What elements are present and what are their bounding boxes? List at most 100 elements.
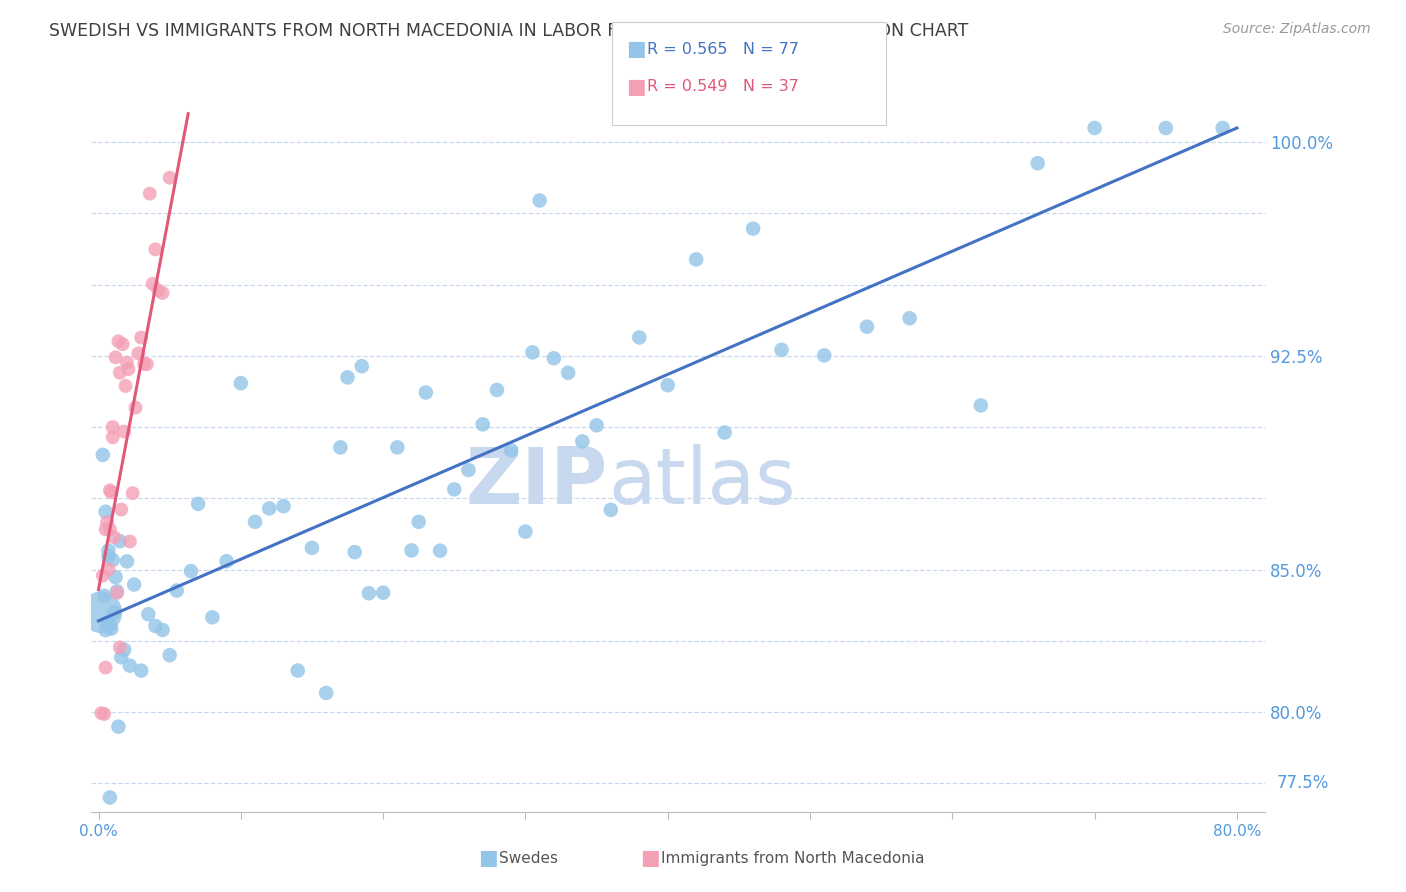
Point <box>628 330 651 344</box>
Point <box>118 658 141 673</box>
Text: Immigrants from North Macedonia: Immigrants from North Macedonia <box>661 851 924 865</box>
Point <box>215 554 238 568</box>
Point <box>148 283 170 297</box>
Point <box>97 543 120 558</box>
Point <box>152 623 174 637</box>
Point <box>91 568 114 582</box>
Text: SWEDISH VS IMMIGRANTS FROM NORTH MACEDONIA IN LABOR FORCE | AGE 30-34 CORRELATIO: SWEDISH VS IMMIGRANTS FROM NORTH MACEDON… <box>49 22 969 40</box>
Point <box>93 706 115 721</box>
Point <box>136 607 159 622</box>
Point <box>108 534 131 549</box>
Point <box>97 562 120 576</box>
Point <box>471 417 494 432</box>
Point <box>101 430 124 444</box>
Point <box>97 549 120 564</box>
Point <box>485 383 508 397</box>
Point <box>98 522 121 536</box>
Point <box>685 252 707 267</box>
Point <box>94 660 117 674</box>
Point <box>287 664 309 678</box>
Point <box>138 186 160 201</box>
Point <box>243 515 266 529</box>
Point <box>122 577 145 591</box>
Point <box>159 648 181 662</box>
Point <box>187 497 209 511</box>
Point <box>713 425 735 440</box>
Point <box>104 570 127 584</box>
Point <box>813 348 835 362</box>
Text: Source: ZipAtlas.com: Source: ZipAtlas.com <box>1223 22 1371 37</box>
Point <box>329 441 352 455</box>
Point <box>387 441 409 455</box>
Point <box>315 686 337 700</box>
Point <box>98 790 121 805</box>
Point <box>115 554 138 568</box>
Point <box>129 330 152 344</box>
Point <box>557 366 579 380</box>
Point <box>515 524 537 539</box>
Point <box>94 505 117 519</box>
Point <box>110 650 132 665</box>
Point <box>124 401 146 415</box>
Point <box>301 541 323 555</box>
Point <box>105 586 128 600</box>
Point <box>129 664 152 678</box>
Point <box>117 362 139 376</box>
Point <box>501 443 523 458</box>
Point <box>93 589 115 603</box>
Text: R = 0.565   N = 77: R = 0.565 N = 77 <box>647 42 799 56</box>
Point <box>401 543 423 558</box>
Point <box>1026 156 1049 170</box>
Point <box>742 221 765 235</box>
Point <box>357 586 380 600</box>
Point <box>429 543 451 558</box>
Point <box>121 486 143 500</box>
Point <box>118 534 141 549</box>
Point <box>145 619 167 633</box>
Point <box>1212 120 1234 135</box>
Text: ■: ■ <box>626 39 645 59</box>
Point <box>103 530 125 544</box>
Point <box>98 618 121 632</box>
Point <box>112 642 135 657</box>
Text: ZIP: ZIP <box>465 444 607 520</box>
Point <box>770 343 793 357</box>
Point <box>132 357 155 371</box>
Point <box>415 385 437 400</box>
Point <box>1084 120 1107 135</box>
Point <box>898 311 921 326</box>
Point <box>229 376 252 391</box>
Text: Swedes: Swedes <box>499 851 558 865</box>
Point <box>108 640 131 655</box>
Point <box>522 345 544 359</box>
Point <box>96 515 118 529</box>
Point <box>103 605 125 619</box>
Point <box>159 170 181 185</box>
Point <box>101 553 124 567</box>
Point <box>166 583 188 598</box>
Text: ■: ■ <box>626 77 645 96</box>
Point <box>371 585 394 599</box>
Point <box>107 334 129 349</box>
Point <box>112 425 135 439</box>
Point <box>111 337 134 351</box>
Point <box>657 378 679 392</box>
Point <box>180 564 202 578</box>
Point <box>343 545 366 559</box>
Point <box>408 515 430 529</box>
Point <box>970 399 993 413</box>
Point <box>94 522 117 536</box>
Point <box>273 499 295 513</box>
Point <box>259 501 281 516</box>
Point <box>145 243 167 257</box>
Point <box>110 502 132 516</box>
Point <box>100 485 122 500</box>
Point <box>571 434 593 449</box>
Point <box>599 503 621 517</box>
Point <box>98 483 121 498</box>
Point <box>108 366 131 380</box>
Point <box>90 706 112 721</box>
Text: R = 0.549   N = 37: R = 0.549 N = 37 <box>647 79 799 94</box>
Point <box>201 610 224 624</box>
Point <box>142 277 165 291</box>
